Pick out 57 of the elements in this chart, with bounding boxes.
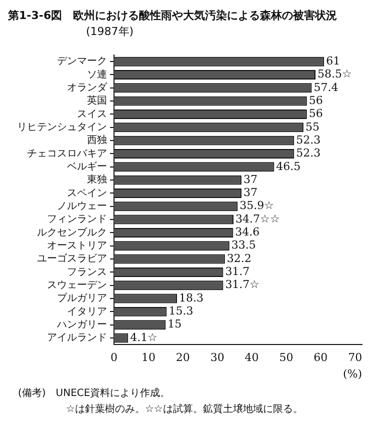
y-tick-label: オーストリア	[47, 240, 107, 252]
chart-subtitle: (1987年)	[86, 24, 134, 39]
data-label: 34.7☆☆	[236, 212, 280, 226]
data-label: 57.4	[314, 80, 338, 94]
y-tick-label: ベルギー	[67, 160, 107, 172]
text: ☆は針葉樹のみ。☆☆は試算。鉱質土壌地域に限る。	[65, 402, 303, 417]
y-tick-label: 西独	[87, 134, 107, 146]
y-tick-label: ソ連	[87, 68, 107, 80]
data-label: 61	[326, 54, 340, 68]
x-tick-label: 20	[176, 351, 190, 364]
y-tick-label: デンマーク	[57, 56, 107, 68]
data-label: 4.1☆	[130, 330, 158, 344]
data-label: 32.2	[226, 252, 252, 265]
data-label: 31.7☆	[225, 278, 260, 292]
data-label: 15	[168, 318, 182, 331]
data-label: 52.3	[296, 133, 321, 146]
y-tick-label: ノルウェー	[57, 200, 107, 212]
data-label: 15.3	[168, 304, 194, 318]
y-tick-label: オランダ	[67, 82, 108, 94]
y-tick-label: 英国	[87, 94, 107, 107]
data-label: 46.5	[276, 160, 301, 173]
chart-title: 第1-3-6図 欧州における酸性雨や大気汚染による森林の被害状況	[8, 8, 338, 23]
y-tick-label: スペイン	[67, 188, 107, 199]
x-axis-title: (%)	[342, 367, 362, 380]
data-label: 33.5	[231, 238, 256, 252]
y-tick-label: スウェーデン	[47, 280, 107, 291]
x-tick-label: 10	[141, 351, 156, 364]
data-label: 35.9☆	[240, 199, 274, 212]
y-tick-label: スイス	[77, 108, 107, 120]
data-label: 58.5☆	[318, 68, 352, 81]
x-tick-label: 0	[110, 351, 118, 364]
data-label: 52.3	[296, 146, 321, 160]
data-label: 56	[308, 94, 323, 107]
y-tick-label: ハンガリー	[56, 319, 107, 330]
y-tick-label: ユーゴスラビア	[37, 252, 107, 265]
x-tick-label: 30	[210, 351, 224, 364]
data-label: 18.3	[179, 291, 204, 304]
y-tick-label: 東独	[87, 174, 107, 186]
data-label: 56	[308, 107, 323, 120]
y-tick-label: チェコスロバキア	[27, 148, 107, 160]
y-tick-label: ブルガリア	[57, 292, 107, 304]
x-tick-label: 50	[279, 351, 294, 364]
x-tick-label: 40	[244, 351, 259, 364]
text: (備考) UNECE資料により作成。	[18, 386, 172, 401]
y-tick-label: アイルランド	[47, 332, 107, 344]
data-label: 55	[305, 120, 320, 134]
data-label: 37	[243, 172, 258, 186]
x-tick-label: 70	[348, 351, 362, 364]
data-label: 31.7	[225, 265, 250, 278]
y-tick-label: リヒテンシュタイン	[17, 122, 107, 133]
data-label: 37	[243, 186, 258, 200]
y-tick-label: フィンランド	[47, 214, 107, 226]
x-tick-label: 60	[314, 351, 328, 364]
y-tick-label: フランス	[67, 266, 107, 278]
y-tick-label: イタリア	[67, 306, 107, 318]
y-tick-label: ルクセンブルク	[37, 226, 107, 238]
data-label: 34.6	[235, 226, 260, 239]
